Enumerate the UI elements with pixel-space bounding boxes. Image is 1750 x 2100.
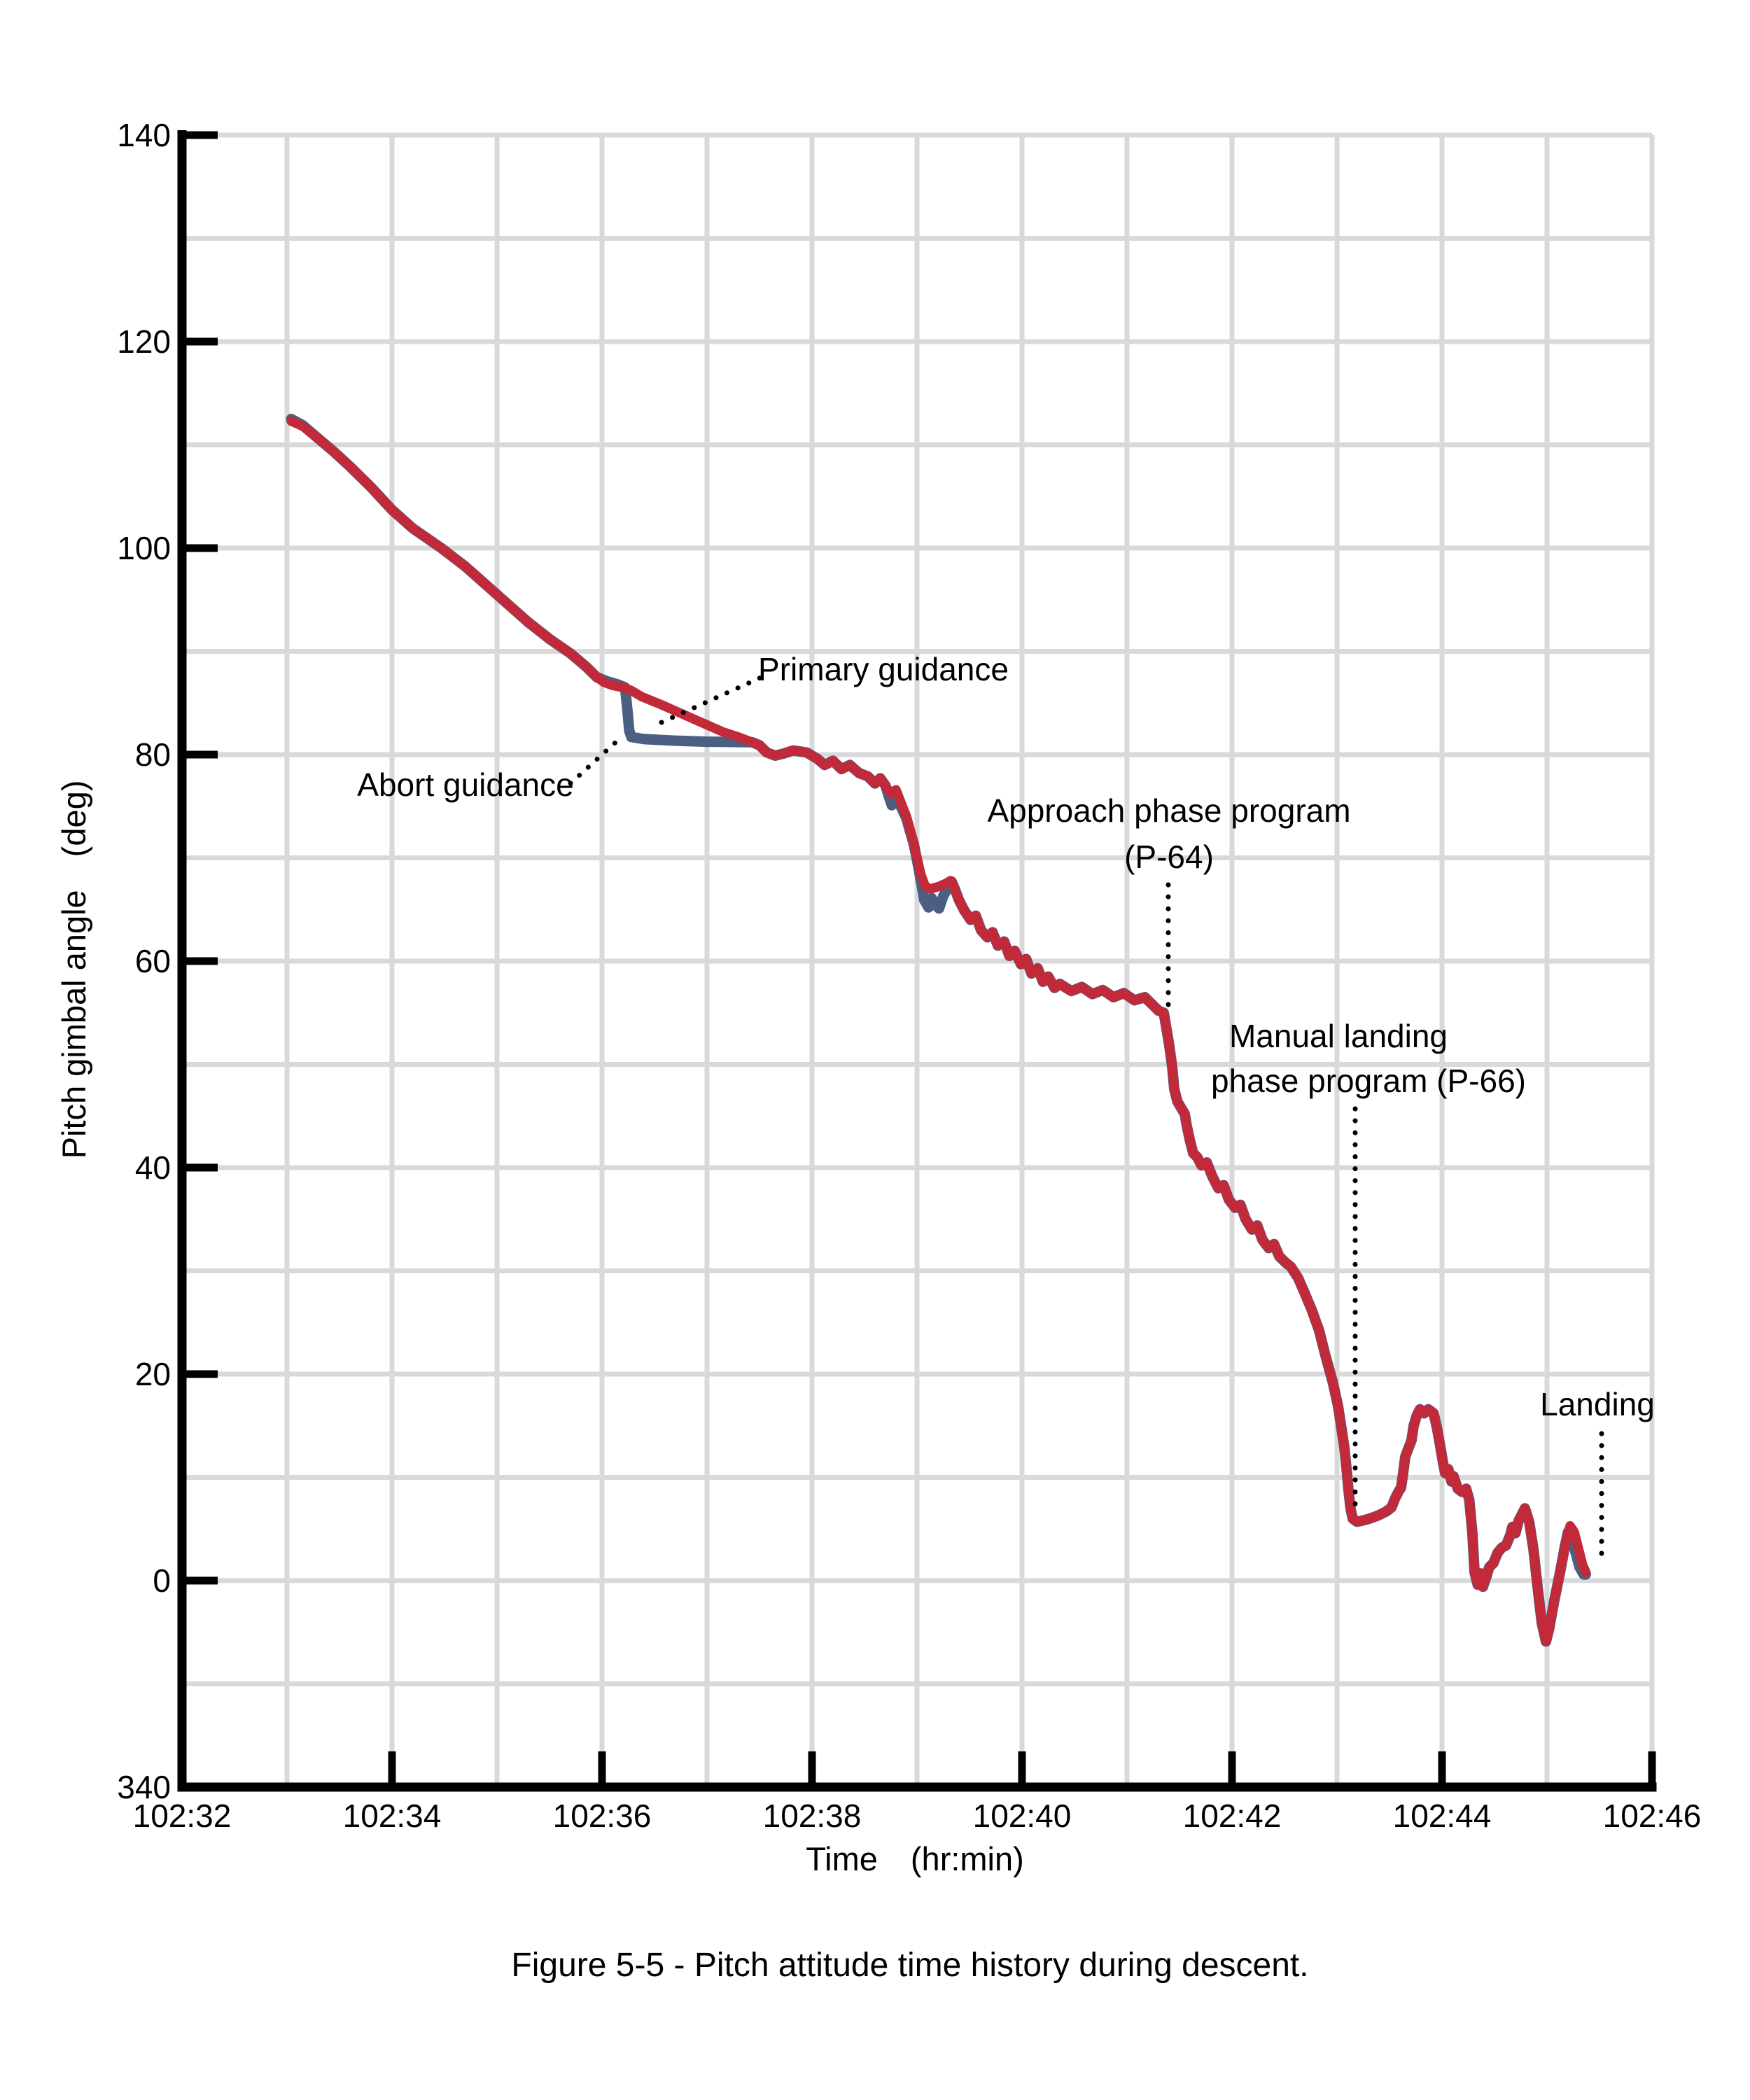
y-tick-label: 40: [135, 1149, 171, 1186]
y-tick-label: 100: [117, 530, 171, 566]
manual-landing-phase-program-label: phase program (P-66): [1211, 1063, 1526, 1099]
y-tick-label: 0: [153, 1562, 171, 1599]
approach-phase-program-label: Approach phase program: [987, 792, 1350, 829]
primary-guidance-line: [286, 416, 1591, 1646]
manual-landing-phase-program-label: Manual landing: [1229, 1018, 1448, 1054]
x-tick-label: 102:46: [1603, 1798, 1702, 1834]
abort-guidance-leader-line: [568, 739, 619, 786]
approach-phase-program-label: (P-64): [1124, 839, 1214, 875]
y-tick-label: 340: [117, 1769, 171, 1805]
primary-guidance-leader-line: [659, 671, 771, 725]
primary-guidance-label: Primary guidance: [758, 651, 1009, 687]
y-tick-label: 80: [135, 736, 171, 773]
y-tick-label: 60: [135, 943, 171, 979]
x-tick-label: 102:42: [1183, 1798, 1282, 1834]
x-tick-label: 102:38: [763, 1798, 862, 1834]
y-tick-label: 20: [135, 1356, 171, 1392]
x-tick-label: 102:44: [1393, 1798, 1492, 1834]
x-tick-label: 102:36: [553, 1798, 652, 1834]
x-axis-title: Time (hr:min): [806, 1840, 1024, 1877]
y-tick-label: 140: [117, 117, 171, 153]
y-axis-title: Pitch gimbal angle (deg): [55, 780, 92, 1159]
x-tick-label: 102:32: [133, 1798, 232, 1834]
x-tick-label: 102:34: [343, 1798, 442, 1834]
y-tick-label: 120: [117, 323, 171, 360]
landing-label: Landing: [1540, 1386, 1655, 1422]
abort-guidance-label: Abort guidance: [357, 766, 573, 803]
figure-caption: Figure 5-5 - Pitch attitude time history…: [511, 1947, 1308, 1984]
x-tick-label: 102:40: [973, 1798, 1072, 1834]
